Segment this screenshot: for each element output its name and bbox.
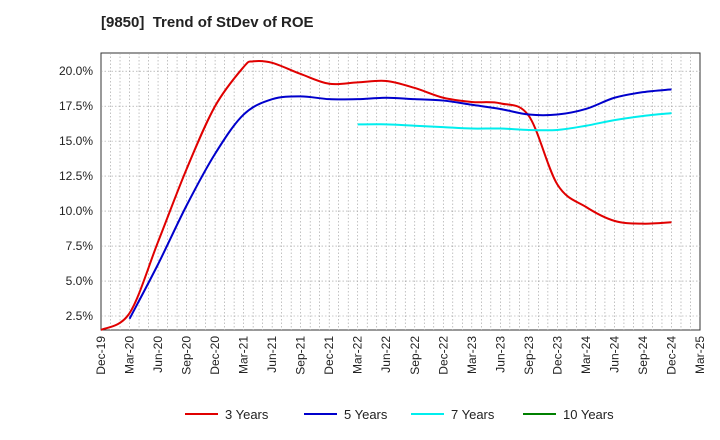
chart-title: [9850] Trend of StDev of ROE bbox=[101, 14, 314, 31]
y-tick-label: 2.5% bbox=[66, 309, 94, 323]
legend-label: 7 Years bbox=[451, 407, 495, 422]
x-tick-label: Sep-20 bbox=[180, 336, 194, 375]
y-tick-label: 7.5% bbox=[66, 239, 94, 253]
x-tick-label: Dec-20 bbox=[208, 336, 222, 375]
x-tick-label: Jun-22 bbox=[379, 336, 393, 373]
x-tick-label: Sep-21 bbox=[294, 336, 308, 375]
y-tick-label: 15.0% bbox=[59, 134, 93, 148]
x-tick-label: Jun-20 bbox=[151, 336, 165, 373]
x-tick-label: Mar-24 bbox=[579, 336, 593, 374]
x-tick-label: Sep-23 bbox=[522, 336, 536, 375]
legend: 3 Years 5 Years 7 Years 10 Years bbox=[185, 407, 614, 422]
y-axis-ticks: 2.5% 5.0% 7.5% 10.0% 12.5% 15.0% 17.5% 20.0% bbox=[59, 64, 93, 323]
x-tick-label: Dec-22 bbox=[436, 336, 450, 375]
y-tick-label: 10.0% bbox=[59, 204, 93, 218]
x-tick-label: Mar-25 bbox=[693, 336, 707, 374]
series-lines bbox=[100, 59, 672, 331]
x-tick-label: Jun-24 bbox=[607, 336, 621, 373]
x-tick-label: Sep-22 bbox=[408, 336, 422, 375]
legend-label: 3 Years bbox=[225, 407, 269, 422]
y-tick-label: 12.5% bbox=[59, 169, 93, 183]
x-tick-label: Sep-24 bbox=[636, 336, 650, 375]
y-tick-label: 20.0% bbox=[59, 64, 93, 78]
series-line-1 bbox=[128, 88, 672, 320]
x-axis-ticks: Dec-19 Mar-20 Jun-20 Sep-20 Dec-20 Mar-21 Jun-… bbox=[94, 336, 707, 375]
y-tick-label: 17.5% bbox=[59, 99, 93, 113]
x-tick-label: Dec-24 bbox=[664, 336, 678, 375]
x-tick-label: Jun-21 bbox=[265, 336, 279, 373]
legend-label: 10 Years bbox=[563, 407, 614, 422]
x-tick-label: Mar-20 bbox=[123, 336, 137, 374]
legend-label: 5 Years bbox=[344, 407, 388, 422]
plot-area bbox=[100, 52, 701, 331]
x-tick-label: Mar-23 bbox=[465, 336, 479, 374]
y-tick-label: 5.0% bbox=[66, 274, 94, 288]
x-tick-label: Jun-23 bbox=[493, 336, 507, 373]
series-line-2 bbox=[357, 112, 672, 132]
x-tick-label: Mar-22 bbox=[351, 336, 365, 374]
x-tick-label: Dec-23 bbox=[550, 336, 564, 375]
x-tick-label: Dec-19 bbox=[94, 336, 108, 375]
series-line-0 bbox=[100, 59, 672, 331]
x-tick-label: Mar-21 bbox=[237, 336, 251, 374]
x-tick-label: Dec-21 bbox=[322, 336, 336, 375]
